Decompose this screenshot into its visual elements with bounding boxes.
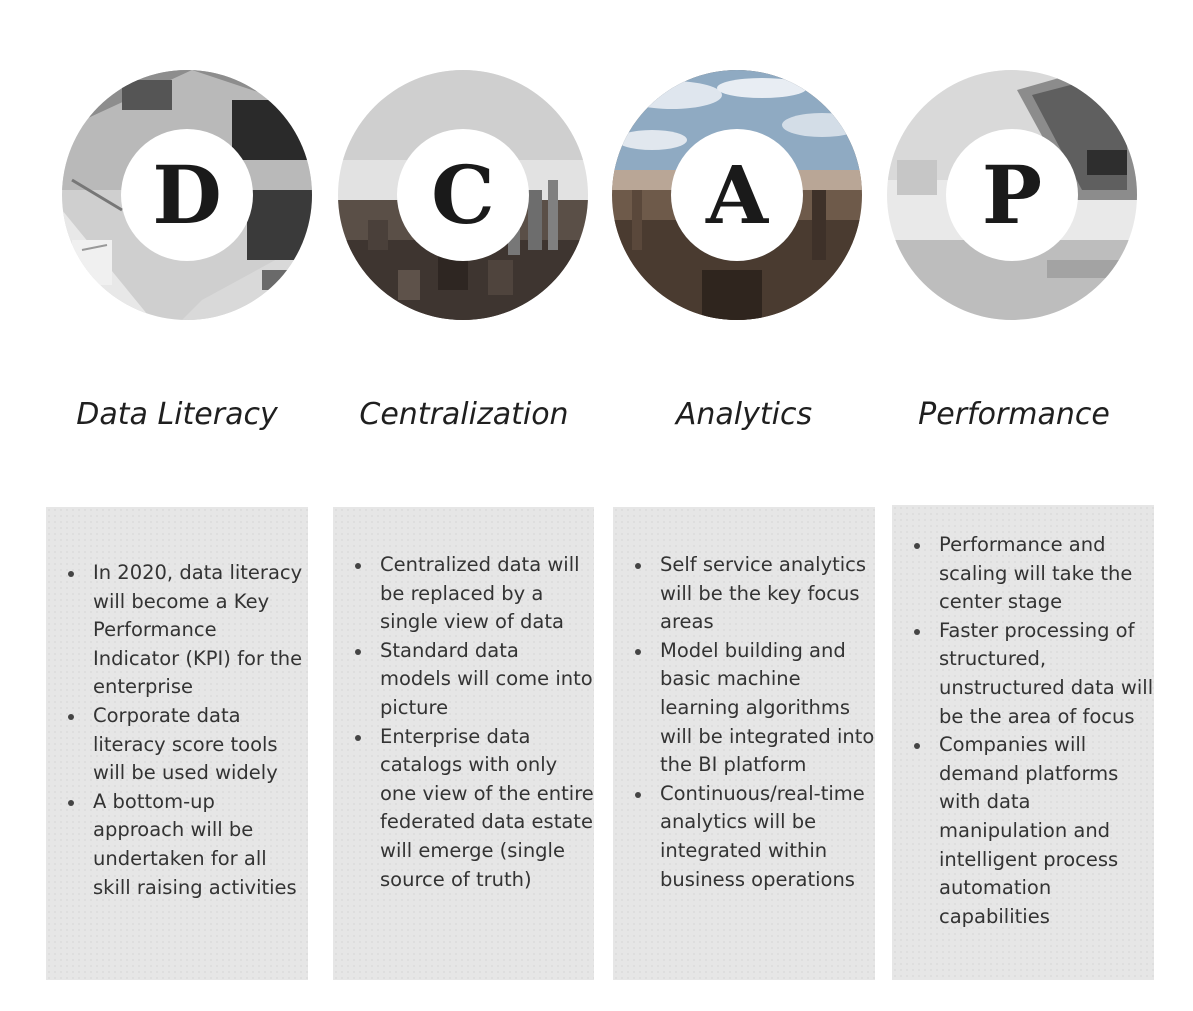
list-item: Enterprise data catalogs with only one v… [333,723,594,895]
card-performance: Performance and scaling will take the ce… [892,505,1154,980]
bullet-list: Centralized data will be replaced by a s… [333,551,594,894]
letter-p: P [981,148,1043,242]
card-analytics: Self service analytics will be the key f… [613,507,875,980]
list-item: Continuous/real-time analytics will be i… [613,780,875,894]
circle-data-literacy: D [62,70,312,320]
bullet-list: Self service analytics will be the key f… [613,551,875,894]
list-item: Faster processing of structured, unstruc… [892,617,1154,731]
circle-centralization: C [338,70,588,320]
letter-badge: P [946,129,1078,261]
list-item: In 2020, data literacy will become a Key… [46,559,308,702]
letter-d: D [152,148,222,242]
letter-c: C [431,148,495,242]
title-centralization: Centralization [359,397,569,432]
title-analytics: Analytics [675,397,813,432]
list-item: Self service analytics will be the key f… [613,551,875,637]
circle-analytics: A [612,70,862,320]
card-centralization: Centralized data will be replaced by a s… [333,507,594,980]
letter-badge: C [397,129,529,261]
card-data-literacy: In 2020, data literacy will become a Key… [46,507,308,980]
circle-performance: P [887,70,1137,320]
letter-a: A [705,148,769,242]
list-item: A bottom-up approach will be undertaken … [46,788,308,902]
list-item: Corporate data literacy score tools will… [46,702,308,788]
letter-badge: A [671,129,803,261]
list-item: Performance and scaling will take the ce… [892,531,1154,617]
list-item: Centralized data will be replaced by a s… [333,551,594,637]
list-item: Standard data models will come into pict… [333,637,594,723]
canyon-photo [612,70,862,320]
list-item: Companies will demand platforms with dat… [892,731,1154,931]
title-performance: Performance [918,397,1110,432]
bullet-list: In 2020, data literacy will become a Key… [46,559,308,902]
bullet-list: Performance and scaling will take the ce… [892,531,1154,931]
letter-badge: D [121,129,253,261]
title-data-literacy: Data Literacy [76,397,278,432]
list-item: Model building and basic machine learnin… [613,637,875,780]
